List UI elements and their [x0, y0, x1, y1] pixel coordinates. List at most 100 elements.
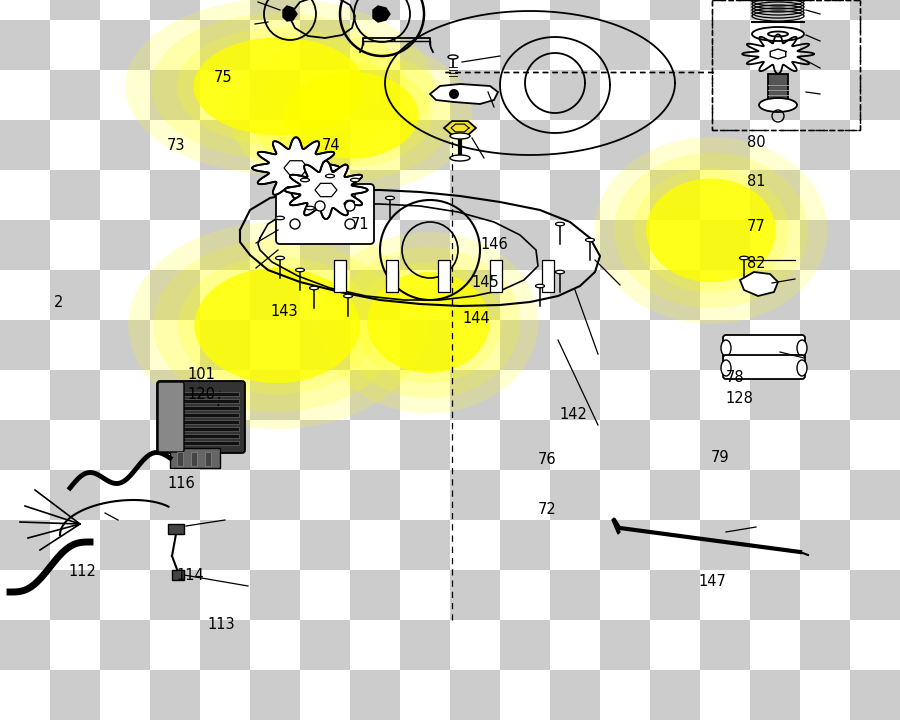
Bar	[542, 260, 554, 292]
Bar	[650, 570, 700, 620]
Bar	[150, 370, 200, 420]
Bar	[650, 270, 700, 320]
Bar	[700, 620, 750, 670]
Bar	[250, 370, 300, 420]
Bar	[350, 120, 400, 170]
Bar	[500, 520, 550, 570]
Text: 128: 128	[725, 392, 753, 406]
Bar	[250, 270, 300, 320]
Bar	[350, 620, 400, 670]
Bar	[150, 70, 200, 120]
Bar	[200, 670, 250, 720]
Bar	[850, 520, 900, 570]
Ellipse shape	[646, 179, 776, 282]
Bar	[50, 320, 100, 370]
Bar	[250, 670, 300, 720]
Bar	[500, 620, 550, 670]
Bar	[350, 20, 400, 70]
Bar	[550, 620, 600, 670]
Bar	[600, 520, 650, 570]
Bar	[700, 0, 750, 20]
Polygon shape	[284, 161, 367, 219]
Bar	[0, 670, 50, 720]
Bar	[650, 420, 700, 470]
Bar	[350, 570, 400, 620]
Bar	[300, 0, 350, 20]
Bar	[750, 20, 800, 70]
Text: 145: 145	[472, 275, 500, 289]
Ellipse shape	[319, 232, 538, 413]
Bar	[100, 120, 150, 170]
Bar	[150, 220, 200, 270]
Bar	[800, 420, 850, 470]
Bar	[163, 392, 239, 396]
Text: 146: 146	[481, 238, 508, 252]
Bar	[300, 470, 350, 520]
Bar	[500, 70, 550, 120]
Ellipse shape	[450, 155, 470, 161]
Ellipse shape	[536, 284, 544, 288]
Text: 75: 75	[214, 71, 233, 85]
Bar	[0, 270, 50, 320]
Polygon shape	[430, 84, 498, 104]
Bar	[300, 20, 350, 70]
Bar	[800, 70, 850, 120]
Bar	[250, 320, 300, 370]
Bar	[163, 434, 239, 438]
Bar	[600, 0, 650, 20]
Bar	[550, 220, 600, 270]
Bar	[100, 0, 150, 20]
Bar	[50, 120, 100, 170]
Bar	[800, 370, 850, 420]
Text: 81: 81	[747, 174, 766, 189]
Bar	[150, 620, 200, 670]
Bar	[200, 470, 250, 520]
Bar	[800, 670, 850, 720]
Text: 116: 116	[167, 477, 195, 491]
Bar	[250, 0, 300, 20]
Bar	[550, 520, 600, 570]
Bar	[300, 370, 350, 420]
Bar	[100, 270, 150, 320]
Bar	[450, 520, 500, 570]
Bar	[50, 670, 100, 720]
Bar	[300, 170, 350, 220]
Text: 113: 113	[207, 618, 235, 632]
Ellipse shape	[759, 98, 797, 112]
Bar	[800, 570, 850, 620]
Ellipse shape	[284, 72, 418, 158]
Bar	[334, 260, 346, 292]
Bar	[300, 670, 350, 720]
Bar	[400, 20, 450, 70]
Bar	[800, 320, 850, 370]
Bar	[750, 220, 800, 270]
Bar	[550, 370, 600, 420]
Bar	[300, 70, 350, 120]
Bar	[500, 570, 550, 620]
Bar	[650, 620, 700, 670]
Bar	[700, 370, 750, 420]
Bar	[600, 20, 650, 70]
Bar	[100, 670, 150, 720]
Bar	[750, 570, 800, 620]
Bar	[250, 470, 300, 520]
Bar	[250, 570, 300, 620]
Bar	[350, 370, 400, 420]
Ellipse shape	[721, 360, 731, 376]
Bar	[200, 320, 250, 370]
Bar	[600, 320, 650, 370]
Bar	[400, 670, 450, 720]
Bar	[500, 320, 550, 370]
Text: 72: 72	[538, 503, 557, 517]
Bar	[0, 370, 50, 420]
Ellipse shape	[128, 222, 427, 429]
Bar	[712, 0, 860, 130]
Ellipse shape	[350, 179, 359, 181]
Bar	[400, 70, 450, 120]
Text: 120: 120	[187, 387, 215, 402]
Bar	[0, 520, 50, 570]
Bar	[200, 520, 250, 570]
Bar	[850, 70, 900, 120]
Text: 101: 101	[187, 367, 215, 382]
Bar	[163, 427, 239, 431]
